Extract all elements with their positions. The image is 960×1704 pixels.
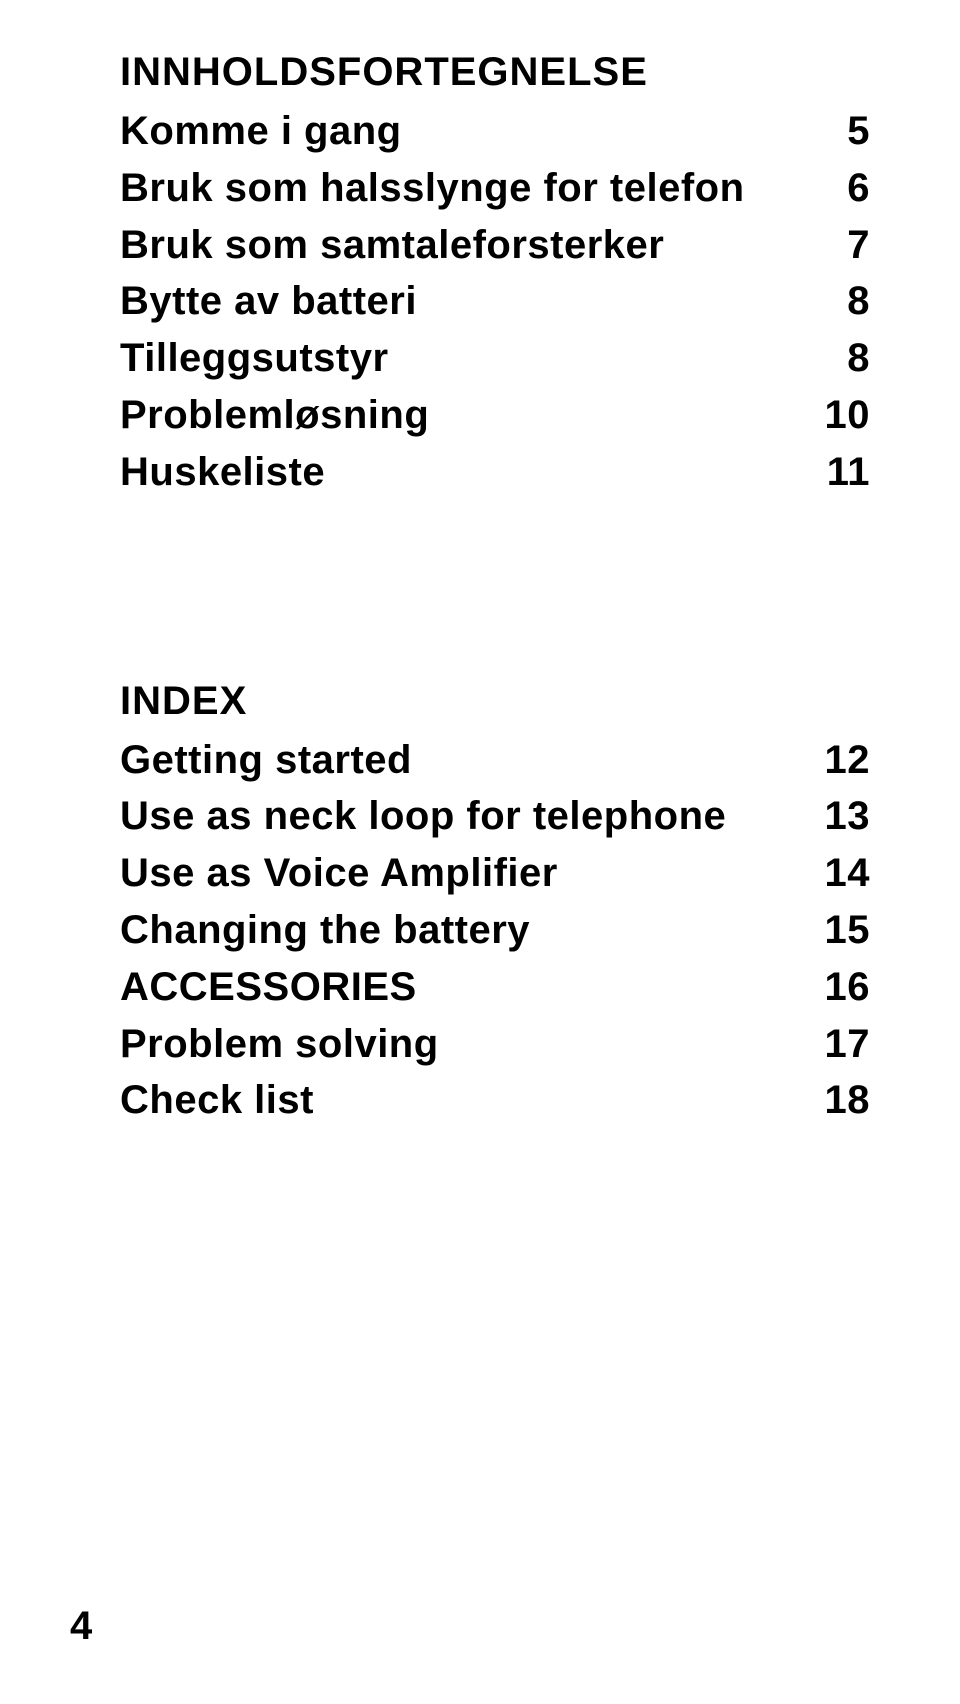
- toc-row: Problemløsning 10: [120, 387, 870, 444]
- toc-item-label: Problem solving: [120, 1016, 810, 1073]
- toc-item-label: Bruk som halsslynge for telefon: [120, 160, 810, 217]
- toc-item-label: Use as Voice Amplifier: [120, 845, 810, 902]
- toc-row: Komme i gang 5: [120, 103, 870, 160]
- toc-row: Use as Voice Amplifier 14: [120, 845, 870, 902]
- toc-item-label: Huskeliste: [120, 444, 810, 501]
- toc-heading-english: INDEX: [120, 679, 870, 724]
- toc-row: Problem solving 17: [120, 1016, 870, 1073]
- toc-item-label: Tilleggsutstyr: [120, 330, 810, 387]
- toc-item-page: 8: [810, 330, 870, 387]
- toc-row: Tilleggsutstyr 8: [120, 330, 870, 387]
- document-page: INNHOLDSFORTEGNELSE Komme i gang 5 Bruk …: [0, 0, 960, 1704]
- toc-item-page: 8: [810, 273, 870, 330]
- toc-item-label: Komme i gang: [120, 103, 810, 160]
- toc-item-label: Bruk som samtaleforsterker: [120, 217, 810, 274]
- toc-item-page: 6: [810, 160, 870, 217]
- toc-row: ACCESSORIES 16: [120, 959, 870, 1016]
- toc-item-page: 15: [810, 902, 870, 959]
- toc-row: Bruk som halsslynge for telefon 6: [120, 160, 870, 217]
- toc-row: Changing the battery 15: [120, 902, 870, 959]
- toc-item-label: ACCESSORIES: [120, 959, 810, 1016]
- toc-item-page: 14: [810, 845, 870, 902]
- toc-row: Huskeliste 11: [120, 444, 870, 501]
- toc-row: Use as neck loop for telephone 13: [120, 788, 870, 845]
- toc-item-label: Check list: [120, 1072, 810, 1129]
- toc-heading-norwegian: INNHOLDSFORTEGNELSE: [120, 50, 870, 95]
- toc-item-page: 13: [810, 788, 870, 845]
- toc-item-label: Problemløsning: [120, 387, 810, 444]
- toc-item-label: Use as neck loop for telephone: [120, 788, 810, 845]
- toc-item-label: Getting started: [120, 732, 810, 789]
- toc-item-page: 5: [810, 103, 870, 160]
- page-number: 4: [70, 1604, 92, 1649]
- toc-row: Bruk som samtaleforsterker 7: [120, 217, 870, 274]
- toc-item-page: 12: [810, 732, 870, 789]
- toc-item-page: 10: [810, 387, 870, 444]
- toc-item-page: 16: [810, 959, 870, 1016]
- toc-row: Getting started 12: [120, 732, 870, 789]
- toc-item-page: 18: [810, 1072, 870, 1129]
- toc-row: Bytte av batteri 8: [120, 273, 870, 330]
- section-gap: [120, 501, 870, 679]
- toc-item-page: 7: [810, 217, 870, 274]
- toc-item-label: Changing the battery: [120, 902, 810, 959]
- toc-item-page: 11: [810, 444, 870, 501]
- toc-row: Check list 18: [120, 1072, 870, 1129]
- toc-item-page: 17: [810, 1016, 870, 1073]
- toc-item-label: Bytte av batteri: [120, 273, 810, 330]
